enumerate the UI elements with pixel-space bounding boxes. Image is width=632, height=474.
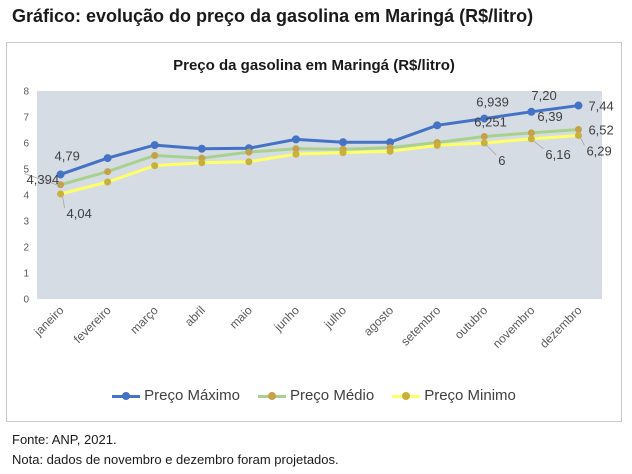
y-tick-label: 2 <box>23 243 29 254</box>
y-tick-label: 6 <box>23 139 29 150</box>
chart-title: Preço da gasolina em Maringá (R$/litro) <box>173 57 455 74</box>
data-point <box>480 132 488 140</box>
series-line <box>59 127 580 187</box>
x-tick-label: janeiro <box>31 303 67 339</box>
data-label: 6 <box>498 153 505 168</box>
x-tick-label: dezembro <box>537 303 585 351</box>
data-point <box>480 114 489 123</box>
data-point <box>197 144 206 153</box>
data-point <box>198 159 206 167</box>
x-tick-label: novembro <box>490 303 538 351</box>
data-point <box>339 138 348 147</box>
data-label: 4,394 <box>27 172 60 187</box>
data-point <box>527 135 535 143</box>
data-point <box>480 139 488 147</box>
data-point <box>574 125 582 133</box>
data-point <box>574 101 583 110</box>
page-title: Gráfico: evolução do preço da gasolina e… <box>12 6 534 26</box>
x-tick-label: agosto <box>361 303 397 339</box>
y-tick-label: 3 <box>23 217 29 228</box>
data-label: 4,79 <box>55 148 80 163</box>
data-label: 6,16 <box>545 147 570 162</box>
label-leader-line <box>486 144 497 156</box>
y-tick-label: 1 <box>23 269 29 280</box>
chart-frame: Preço da gasolina em Maringá (R$/litro) … <box>6 42 622 422</box>
label-leader-line <box>533 140 544 150</box>
y-tick-label: 7 <box>23 113 29 124</box>
data-label: 6,52 <box>588 122 613 137</box>
data-label: 6,39 <box>537 109 562 124</box>
label-leader-line <box>62 195 65 209</box>
legend-item: Preço Máximo <box>112 387 240 404</box>
chart-legend: Preço Máximo Preço Médio Preço Minimo <box>7 387 621 404</box>
legend-label: Preço Máximo <box>144 387 240 404</box>
y-tick-label: 0 <box>23 295 29 306</box>
x-tick-label: fevereiro <box>71 303 114 346</box>
data-point <box>527 107 536 116</box>
x-tick-label: setembro <box>398 303 444 349</box>
data-point <box>104 168 112 176</box>
label-leader-line <box>24 173 63 188</box>
legend-item: Preço Minimo <box>392 387 516 404</box>
plot-area <box>37 91 602 299</box>
data-point <box>245 148 253 156</box>
x-tick-label: junho <box>271 303 303 335</box>
legend-swatch <box>392 391 421 401</box>
series-line <box>59 133 580 196</box>
x-tick-label: março <box>127 303 161 337</box>
data-label: 6,29 <box>586 143 611 158</box>
legend-swatch <box>112 391 141 401</box>
legend-item: Preço Médio <box>257 387 375 404</box>
data-point <box>103 154 112 163</box>
data-point <box>245 158 253 166</box>
data-point <box>527 129 535 137</box>
data-point <box>291 135 300 144</box>
data-label: 6,251 <box>474 114 507 129</box>
data-point <box>151 162 159 170</box>
x-tick-label: abril <box>182 303 208 329</box>
projection-note: Nota: dados de novembro e dezembro foram… <box>12 452 339 467</box>
data-label: 7,44 <box>588 99 613 114</box>
x-tick-label: outubro <box>452 303 491 342</box>
x-tick-label: maio <box>227 303 256 332</box>
data-point <box>292 150 300 158</box>
data-point <box>339 149 347 157</box>
legend-label: Preço Médio <box>289 387 375 404</box>
data-point <box>56 170 65 179</box>
y-tick-label: 5 <box>23 165 29 176</box>
label-leader-line <box>580 137 585 146</box>
data-point <box>574 131 582 139</box>
data-point <box>104 178 112 186</box>
y-tick-label: 8 <box>23 87 29 98</box>
legend-label: Preço Minimo <box>424 387 516 404</box>
data-point <box>150 141 159 150</box>
legend-swatch <box>257 391 286 401</box>
data-label: 6,939 <box>476 95 509 110</box>
data-point <box>57 190 65 198</box>
data-point <box>151 151 159 159</box>
series-line <box>59 104 580 176</box>
data-point <box>386 147 394 155</box>
data-point <box>433 141 441 149</box>
data-label: 7,20 <box>531 88 556 103</box>
x-tick-label: julho <box>321 303 350 332</box>
data-label: 4,04 <box>67 206 92 221</box>
data-point <box>433 121 442 130</box>
source-note: Fonte: ANP, 2021. <box>12 432 117 447</box>
y-tick-label: 4 <box>23 191 29 202</box>
